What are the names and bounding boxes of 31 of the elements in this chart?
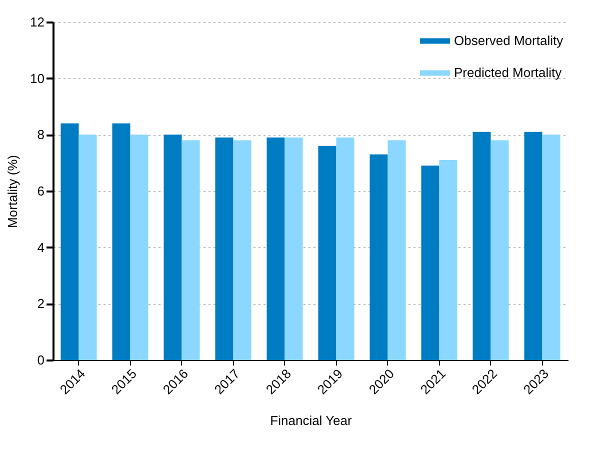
y-tick-label: 8 <box>37 127 44 142</box>
bar <box>233 140 252 360</box>
bar <box>130 134 148 360</box>
y-tick-label: 0 <box>37 352 44 368</box>
bar <box>60 123 79 360</box>
y-tick-label: 12 <box>30 14 44 30</box>
bar <box>490 140 509 360</box>
bar <box>182 140 200 360</box>
bar <box>266 137 285 360</box>
bar <box>388 140 406 360</box>
bar <box>164 134 182 360</box>
bar <box>215 137 234 360</box>
y-tick-label: 6 <box>37 184 44 198</box>
bar <box>336 137 354 360</box>
bar <box>421 166 440 360</box>
y-tick-label: 4 <box>37 240 44 255</box>
x-axis-title: Financial Year <box>270 413 353 428</box>
bar <box>370 154 388 360</box>
bar <box>284 137 303 360</box>
bar <box>439 160 458 360</box>
bar <box>112 123 130 360</box>
bar <box>318 146 336 360</box>
y-axis-title: Mortality (%) <box>5 155 20 228</box>
y-tick-label: 2 <box>37 296 44 312</box>
bar <box>78 134 97 360</box>
bar <box>542 134 560 360</box>
bar <box>472 132 491 360</box>
legend-label: Observed Mortality <box>454 33 564 48</box>
bar <box>524 132 542 360</box>
legend-label: Predicted Mortality <box>454 65 562 80</box>
y-tick-label: 10 <box>30 70 44 86</box>
